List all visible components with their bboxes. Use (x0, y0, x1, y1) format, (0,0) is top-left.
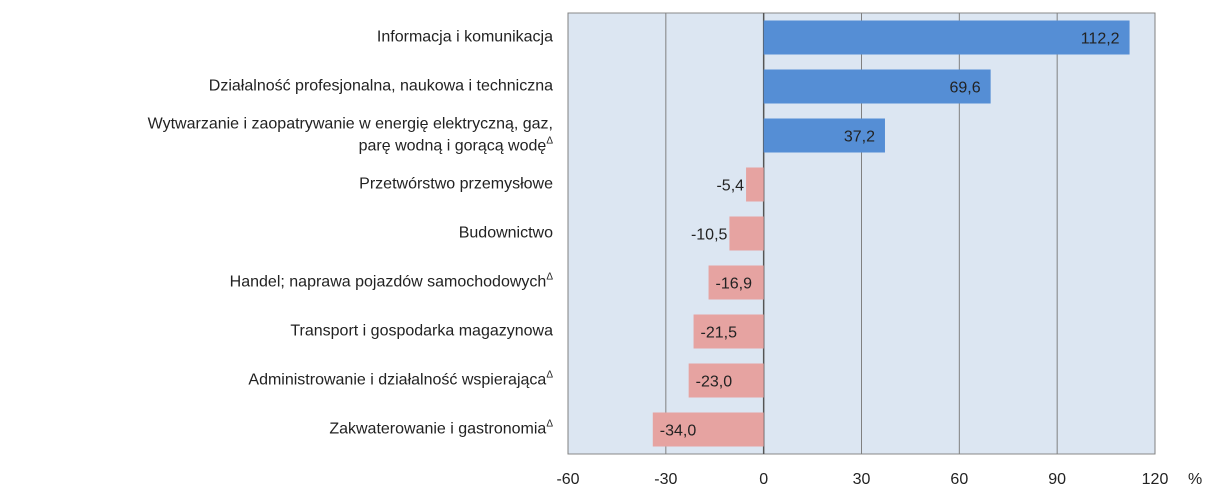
y-tick-label: Zakwaterowanie i gastronomiaΔ (329, 418, 553, 438)
x-axis-label: % (1188, 471, 1202, 488)
x-tick-label: -60 (556, 471, 579, 488)
value-label: -21,5 (701, 325, 738, 342)
label-line: Budownictwo (459, 225, 553, 242)
bar (688, 363, 764, 398)
y-tick-label: Transport i gospodarka magazynowa (290, 323, 553, 340)
value-label: 37,2 (844, 129, 875, 146)
bar (693, 314, 764, 349)
label-superscript: Δ (546, 418, 553, 429)
bar (729, 216, 764, 251)
y-tick-label: Handel; naprawa pojazdów samochodowychΔ (230, 271, 554, 291)
y-tick-label: Budownictwo (459, 225, 553, 242)
y-tick-label: Administrowanie i działalność wspierając… (248, 369, 553, 389)
label-superscript: Δ (546, 369, 553, 380)
value-label: -5,4 (716, 178, 744, 195)
label-line: Transport i gospodarka magazynowa (290, 323, 553, 340)
label-line: Przetwórstwo przemysłowe (359, 176, 553, 193)
bar (763, 118, 885, 153)
bar (746, 167, 764, 202)
value-label: 69,6 (949, 80, 980, 97)
x-tick-label: 120 (1142, 471, 1169, 488)
label-line: Administrowanie i działalność wspierając… (248, 372, 546, 389)
value-label: -34,0 (660, 423, 697, 440)
value-label: -16,9 (716, 276, 753, 293)
bar (763, 69, 991, 104)
label-line: Zakwaterowanie i gastronomia (329, 421, 546, 438)
y-tick-label: Działalność profesjonalna, naukowa i tec… (209, 78, 553, 95)
x-tick-label: -30 (654, 471, 677, 488)
y-tick-label: Wytwarzanie i zaopatrywanie w energię el… (148, 116, 554, 155)
bar (708, 265, 764, 300)
label-line: Informacja i komunikacja (377, 29, 553, 46)
label-line: Handel; naprawa pojazdów samochodowych (230, 274, 547, 291)
bar (763, 20, 1130, 55)
label-superscript: Δ (546, 271, 553, 282)
value-label: -23,0 (696, 374, 733, 391)
y-tick-label: Przetwórstwo przemysłowe (359, 176, 553, 193)
label-superscript: Δ (546, 135, 553, 146)
x-tick-label: 90 (1048, 471, 1066, 488)
x-tick-label: 0 (759, 471, 768, 488)
label-line: parę wodną i gorącą wodę (359, 138, 547, 155)
label-line: Wytwarzanie i zaopatrywanie w energię el… (148, 116, 553, 133)
value-label: -10,5 (691, 227, 728, 244)
y-tick-label: Informacja i komunikacja (377, 29, 553, 46)
label-line: Działalność profesjonalna, naukowa i tec… (209, 78, 553, 95)
x-tick-label: 30 (853, 471, 871, 488)
value-label: 112,2 (1081, 31, 1120, 48)
bar (652, 412, 764, 447)
x-tick-label: 60 (950, 471, 968, 488)
